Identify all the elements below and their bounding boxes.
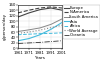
- Africa: [50, 33, 52, 34]
- Oceania: [39, 42, 41, 43]
- Oceania: [61, 40, 63, 41]
- Europe: [61, 10, 63, 11]
- South America: [50, 24, 52, 25]
- Africa: [28, 34, 30, 35]
- Europe: [39, 9, 41, 10]
- Asia: [17, 40, 19, 41]
- Asia: [50, 29, 52, 30]
- Asia: [28, 38, 30, 39]
- Asia: [39, 34, 41, 35]
- N.America: [28, 10, 30, 11]
- Oceania: [50, 41, 52, 42]
- South America: [17, 31, 19, 32]
- Legend: Europe, N.America, South America, Asia, Africa, World Average, Oceania: Europe, N.America, South America, Asia, …: [63, 5, 100, 39]
- World Average: [50, 27, 52, 28]
- World Average: [61, 25, 63, 26]
- Line: Europe: Europe: [18, 8, 62, 17]
- Line: Africa: Africa: [18, 33, 62, 35]
- Y-axis label: g/person/day: g/person/day: [3, 13, 7, 40]
- Africa: [39, 33, 41, 34]
- Africa: [61, 32, 63, 33]
- Line: World Average: World Average: [18, 25, 62, 33]
- Africa: [17, 34, 19, 35]
- X-axis label: Years: Years: [35, 56, 45, 59]
- World Average: [17, 33, 19, 34]
- Line: Asia: Asia: [18, 22, 62, 41]
- Asia: [61, 22, 63, 23]
- Line: South America: South America: [18, 19, 62, 31]
- Oceania: [17, 43, 19, 44]
- Line: Oceania: Oceania: [18, 41, 62, 43]
- Line: N.America: N.America: [18, 7, 62, 13]
